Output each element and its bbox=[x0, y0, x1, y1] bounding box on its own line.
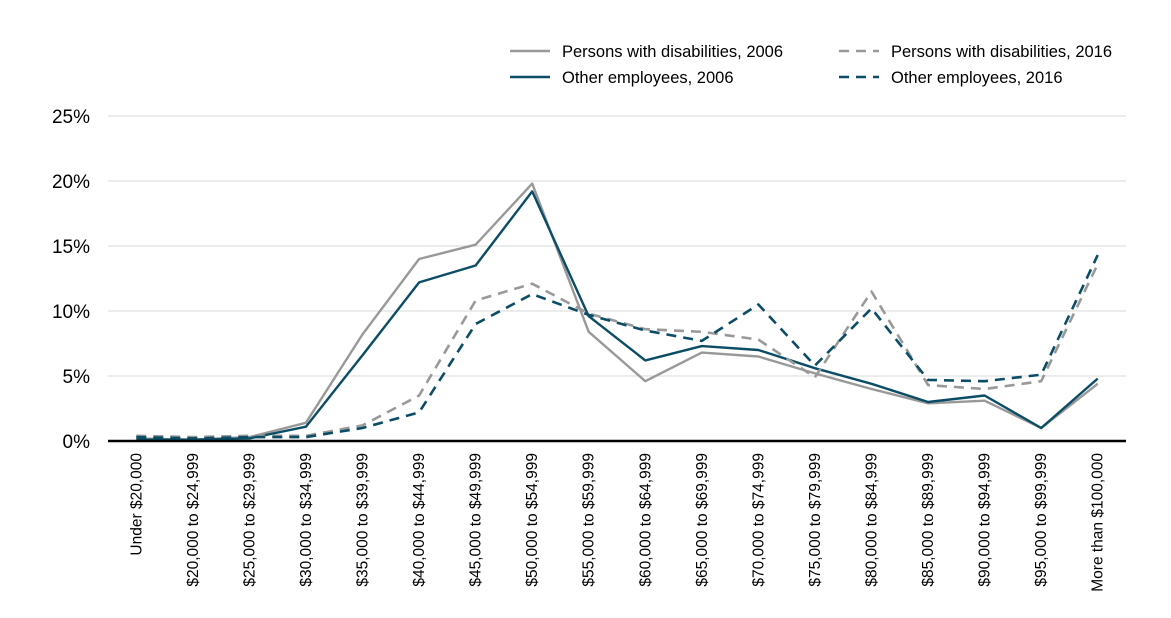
x-tick-label: $60,000 to $64,999 bbox=[637, 453, 654, 587]
legend-label: Persons with disabilities, 2006 bbox=[562, 43, 783, 61]
x-tick-label: $30,000 to $34,999 bbox=[298, 453, 315, 587]
x-tick-label: $75,000 to $79,999 bbox=[807, 453, 824, 587]
legend-item-1: Persons with disabilities, 2006 bbox=[510, 43, 783, 61]
series-line-2 bbox=[136, 190, 1099, 441]
legend: Persons with disabilities, 2006 Other emp… bbox=[510, 43, 1112, 87]
series-lines bbox=[136, 182, 1099, 441]
x-tick-label: $55,000 to $59,999 bbox=[581, 453, 598, 587]
series-line-1 bbox=[136, 182, 1099, 441]
legend-item-4: Other employees, 2016 bbox=[839, 69, 1063, 87]
x-tick-label: More than $100,000 bbox=[1090, 453, 1107, 592]
x-tick-label: $20,000 to $24,999 bbox=[185, 453, 202, 587]
legend-label: Other employees, 2016 bbox=[891, 69, 1063, 87]
y-axis-ticks: 0% 5% 10% 15% 20% 25% bbox=[52, 107, 90, 453]
x-tick-label: $35,000 to $39,999 bbox=[355, 453, 372, 587]
legend-item-3: Persons with disabilities, 2016 bbox=[839, 43, 1112, 61]
y-tick-label: 0% bbox=[63, 432, 91, 453]
x-tick-label: $50,000 to $54,999 bbox=[524, 453, 541, 587]
x-tick-label: $85,000 to $89,999 bbox=[920, 453, 937, 587]
y-tick-label: 15% bbox=[52, 237, 90, 258]
x-tick-label: $80,000 to $84,999 bbox=[864, 453, 881, 587]
x-tick-label: $95,000 to $99,999 bbox=[1033, 453, 1050, 587]
gridlines bbox=[108, 115, 1126, 377]
x-tick-label: $25,000 to $29,999 bbox=[241, 453, 258, 587]
x-tick-label: Under $20,000 bbox=[128, 453, 145, 556]
x-tick-label: $90,000 to $94,999 bbox=[977, 453, 994, 587]
series-line-3 bbox=[136, 263, 1099, 439]
x-tick-label: $70,000 to $74,999 bbox=[750, 453, 767, 587]
legend-label: Other employees, 2006 bbox=[562, 69, 734, 87]
x-tick-label: $40,000 to $44,999 bbox=[411, 453, 428, 587]
legend-item-2: Other employees, 2006 bbox=[510, 69, 734, 87]
y-tick-label: 25% bbox=[52, 107, 90, 128]
x-tick-label: $45,000 to $49,999 bbox=[468, 453, 485, 587]
y-tick-label: 10% bbox=[52, 302, 90, 323]
y-tick-label: 20% bbox=[52, 172, 90, 193]
y-tick-label: 5% bbox=[63, 367, 91, 388]
legend-label: Persons with disabilities, 2016 bbox=[891, 43, 1112, 61]
x-axis-ticks: Under $20,000 $20,000 to $24,999 $25,000 t… bbox=[128, 453, 1106, 592]
series-line-4 bbox=[136, 254, 1099, 440]
x-tick-label: $65,000 to $69,999 bbox=[694, 453, 711, 587]
